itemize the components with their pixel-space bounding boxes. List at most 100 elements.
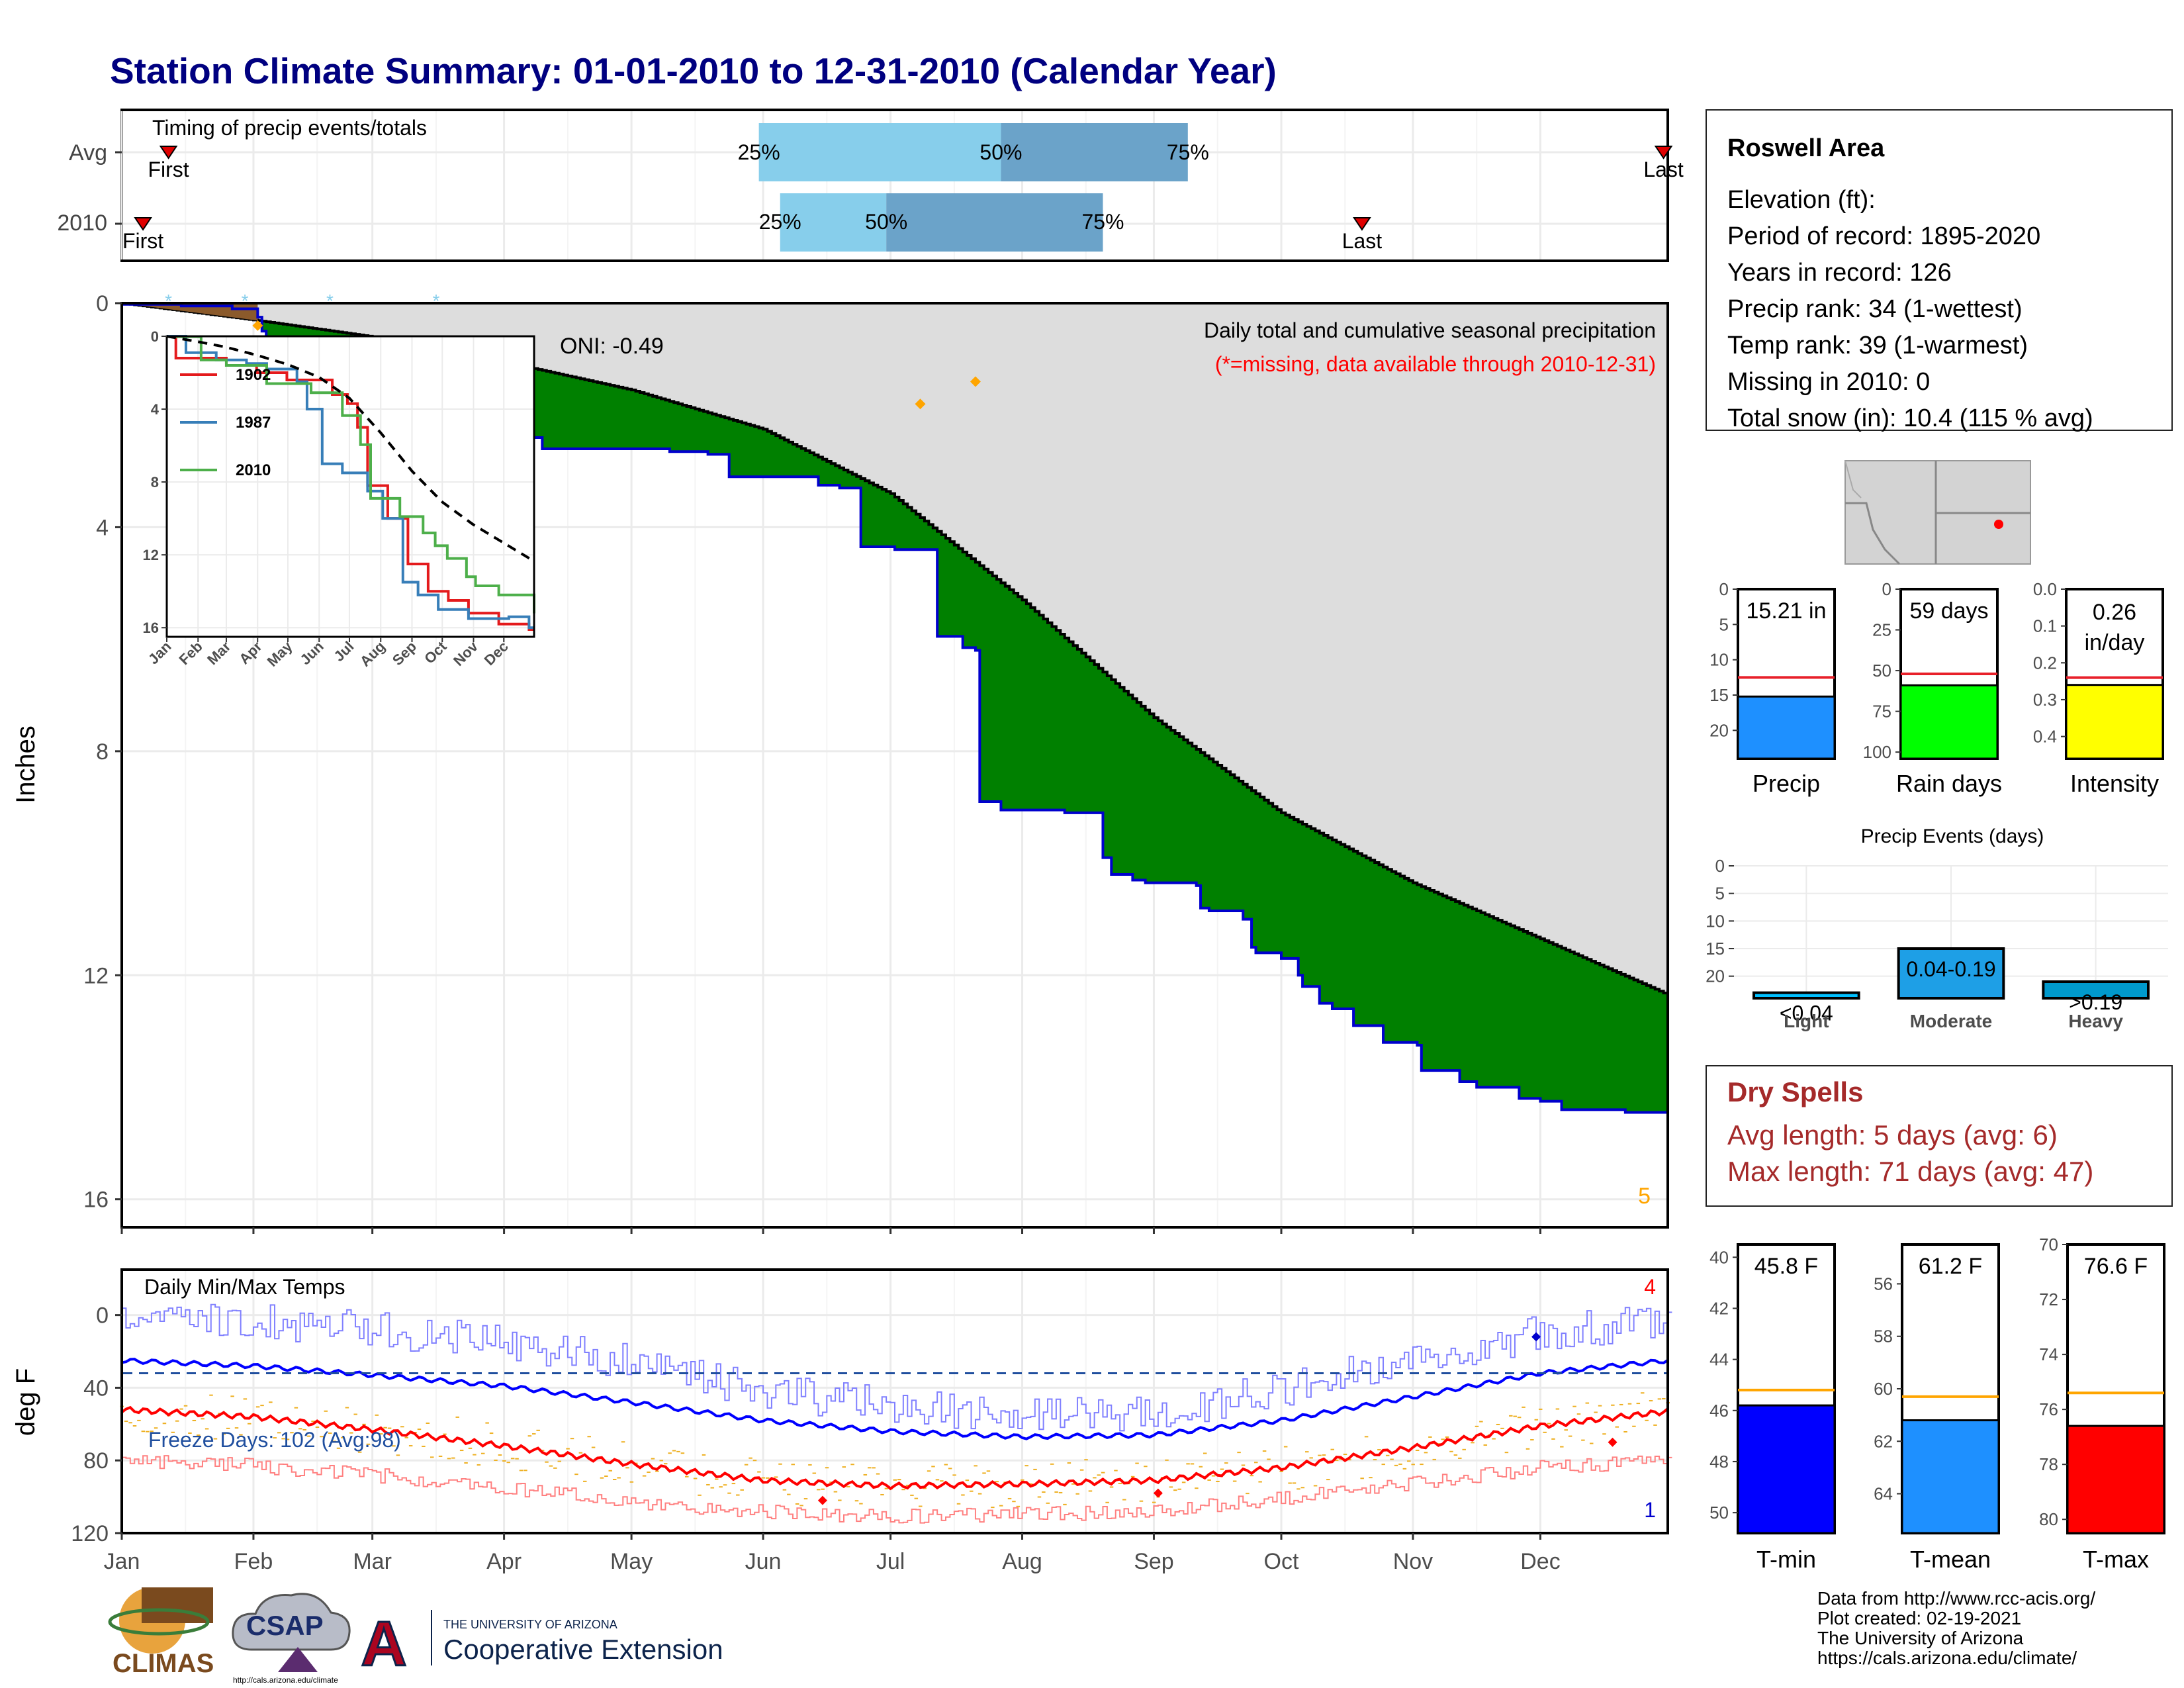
temp-plot-background (122, 1270, 1668, 1533)
climas-logo-ring (108, 1608, 210, 1636)
daily-temp-range-bar (791, 1464, 795, 1466)
credit-line-url: https://cals.arizona.edu/climate/ (1817, 1648, 2077, 1668)
summary-bar-y-tick-label: 25 (1872, 620, 1891, 640)
daily-temp-range-bar (1347, 1459, 1351, 1461)
precip-y-tick-label: 0 (96, 291, 109, 316)
daily-temp-range-bar (982, 1472, 986, 1474)
daily-temp-range-bar (1576, 1413, 1581, 1415)
daily-temp-range-bar (714, 1478, 719, 1480)
daily-temp-range-bar (1288, 1482, 1292, 1484)
timing-row-avg: Avg (69, 140, 107, 165)
daily-temp-range-bar (392, 1445, 396, 1447)
daily-temp-range-bar (752, 1460, 757, 1462)
temp-plot-frame (120, 1268, 1669, 1534)
daily-temp-range-bar (379, 1433, 383, 1435)
station-line-precip-rank: Precip rank: 34 (1-wettest) (1727, 295, 2023, 323)
daily-temp-range-bar (1598, 1405, 1602, 1407)
daily-temp-range-bar (1177, 1488, 1181, 1490)
daily-temp-range-bar (782, 1489, 787, 1491)
station-info-box: Roswell Area Elevation (ft): Period of r… (1706, 109, 2173, 432)
daily-temp-range-bar (1309, 1457, 1313, 1459)
daily-temp-range-bar (702, 1454, 706, 1456)
daily-temp-range-bar (1216, 1480, 1220, 1482)
summary-bar-y-tick-label: 15 (1709, 685, 1729, 705)
daily-temp-range-bar (485, 1422, 489, 1424)
summary-bar-y-tick-label: 0.0 (2033, 579, 2057, 599)
temp-summary-y-tick-label: 40 (1709, 1247, 1729, 1267)
daily-temp-range-bar (935, 1479, 940, 1481)
daily-temp-range-bar (1411, 1464, 1415, 1466)
inset-series-line (167, 335, 534, 630)
timing-q25-label: 25% (759, 210, 801, 234)
daily-temp-range-bar (1572, 1405, 1576, 1407)
daily-temp-range-bar (1079, 1469, 1084, 1471)
daily-temp-range-bar (306, 1435, 311, 1437)
daily-temp-range-bar (859, 1503, 863, 1505)
daily-temp-range-bar (404, 1436, 408, 1438)
summary-bar-y-tick-label: 0.3 (2033, 690, 2057, 710)
inset-legend-label: 2010 (236, 461, 271, 479)
2010-first-label: First (122, 229, 163, 253)
daily-temp-range-bar (740, 1489, 744, 1491)
temp-summary-y-tick-label: 76 (2039, 1399, 2058, 1419)
daily-temp-range-bar (1292, 1482, 1297, 1484)
daily-temp-range-bar (366, 1443, 371, 1445)
temp-y-label: deg F (11, 1368, 40, 1436)
daily-temp-range-bar (545, 1461, 549, 1463)
daily-temp-range-bar (137, 1419, 141, 1421)
daily-temp-range-bar (795, 1503, 799, 1505)
daily-temp-range-bar (923, 1487, 927, 1489)
daily-temp-range-bar (1246, 1493, 1250, 1495)
station-line-temp-rank: Temp rank: 39 (1-warmest) (1727, 332, 2028, 359)
daily-temp-range-bar (1662, 1397, 1666, 1399)
daily-temp-range-bar (1453, 1454, 1458, 1456)
daily-temp-range-bar (1190, 1463, 1195, 1465)
daily-temp-range-bar (1415, 1450, 1420, 1452)
daily-temp-range-bar (1500, 1427, 1504, 1429)
daily-temp-range-bar (1581, 1439, 1585, 1441)
daily-temp-range-bar (1207, 1479, 1211, 1481)
summary-bar-value (1899, 684, 1999, 760)
inset-background (167, 336, 534, 637)
credits: Data from http://www.rcc-acis.org/ Plot … (1817, 1588, 2095, 1668)
daily-temp-range-bar (1543, 1431, 1547, 1433)
daily-temp-range-bar (527, 1435, 532, 1437)
daily-temp-range-bar (574, 1474, 578, 1476)
daily-temp-range-bar (498, 1454, 502, 1456)
temp-summary-y-tick-label: 78 (2039, 1454, 2058, 1474)
daily-temp-range-bar (400, 1426, 404, 1428)
daily-temp-range-bar (234, 1427, 239, 1429)
daily-temp-range-bar (663, 1463, 668, 1465)
daily-temp-range-bar (146, 1430, 150, 1432)
temp-summary-y-tick-label: 74 (2039, 1344, 2058, 1364)
university-logo: A THE UNIVERSITY OF ARIZONA Cooperative … (360, 1608, 723, 1681)
daily-temp-range-bar (914, 1497, 919, 1499)
temp-record-marker (817, 1495, 827, 1505)
daily-temp-range-bar (893, 1479, 897, 1481)
daily-temp-range-bar (315, 1427, 320, 1429)
daily-temp-range-bar (749, 1457, 752, 1459)
summary-bar-y-tick-label: 100 (1863, 742, 1891, 762)
daily-temp-range-bar (1619, 1403, 1623, 1405)
daily-temp-range-bar (991, 1507, 995, 1509)
ua-logo-big: Cooperative Extension (443, 1634, 723, 1665)
daily-temp-range-bar (477, 1464, 481, 1466)
daily-temp-range-bar (209, 1394, 213, 1396)
daily-temp-range-bar (787, 1493, 791, 1495)
daily-temp-range-bar (1649, 1400, 1653, 1402)
daily-temp-range-bar (540, 1450, 545, 1452)
daily-temp-range-bar (1611, 1404, 1615, 1406)
events-bar-label: >0.19 (2069, 990, 2122, 1014)
events-y-tick-label: 10 (1706, 911, 1725, 931)
daily-temp-range-bar (328, 1432, 332, 1434)
temp-y-axis: 0 40 80 120 (71, 1303, 122, 1546)
snow-marker (970, 376, 981, 387)
daily-temp-range-bar (1122, 1499, 1126, 1501)
daily-temp-range-bar (897, 1479, 901, 1481)
timing-bar-lower-half (758, 123, 1001, 181)
daily-temp-range-bar (698, 1494, 702, 1496)
precip-y-tick-label: 4 (96, 515, 109, 540)
daily-temp-range-bar (1054, 1491, 1058, 1493)
temp-summary-y-tick-label: 58 (1874, 1327, 1893, 1346)
daily-temp-range-bar (396, 1454, 400, 1456)
